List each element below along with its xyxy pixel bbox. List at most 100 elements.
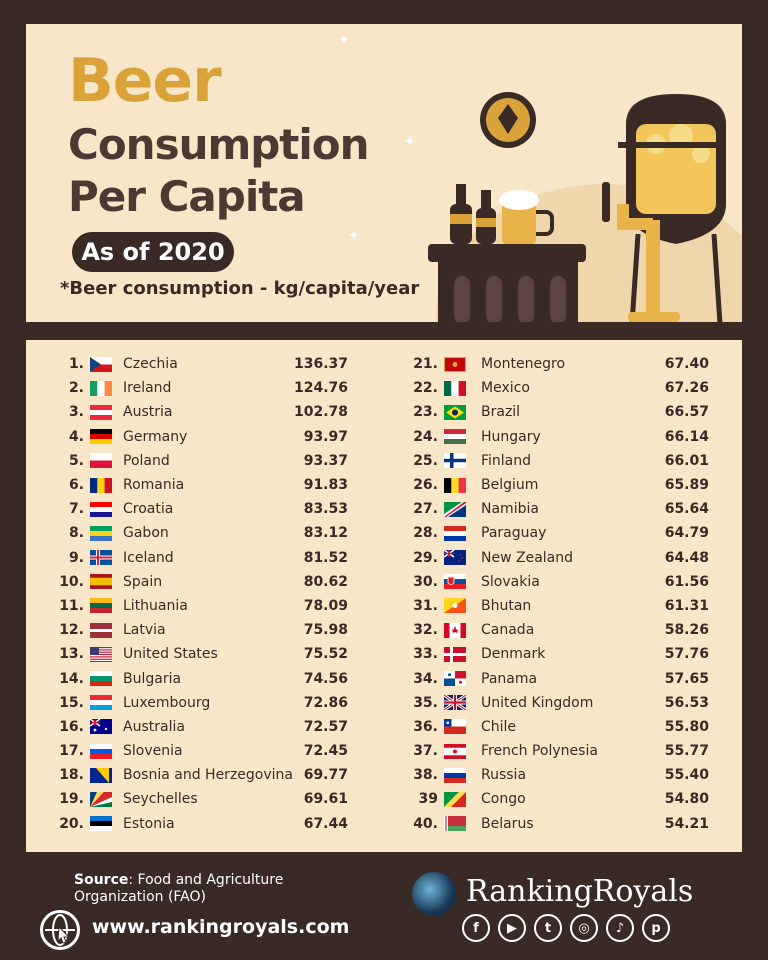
rank-number: 28. (413, 525, 438, 542)
iceland-flag-icon (90, 550, 112, 566)
consumption-value: 56.53 (664, 694, 709, 711)
ranking-row: 5. Poland 93.37 (26, 449, 384, 473)
consumption-value: 80.62 (303, 573, 348, 590)
website-link[interactable]: www.rankingroyals.com (92, 916, 350, 938)
ranking-row: 1. Czechia 136.37 (26, 352, 384, 376)
ranking-row: 21. Montenegro 67.40 (384, 352, 742, 376)
canada-flag-icon (444, 622, 466, 638)
country-name: Chile (481, 718, 517, 735)
paraguay-flag-icon (444, 525, 466, 541)
country-name: Panama (481, 670, 538, 687)
brazil-flag-icon (444, 404, 466, 420)
ranking-row: 37. French Polynesia 55.77 (384, 739, 742, 763)
ranking-row: 23. Brazil 66.57 (384, 400, 742, 424)
rank-number: 38. (413, 767, 438, 784)
ranking-row: 7. Croatia 83.53 (26, 497, 384, 521)
lithuania-flag-icon (90, 598, 112, 614)
romania-flag-icon (90, 477, 112, 493)
pinterest-icon[interactable]: p (642, 914, 670, 942)
rank-number: 31. (413, 597, 438, 614)
country-name: United States (123, 646, 218, 663)
ranking-row: 18. Bosnia and Herzegovina 69.77 (26, 763, 384, 787)
rank-number: 27. (413, 501, 438, 518)
rank-number: 17. (59, 743, 84, 760)
consumption-value: 75.52 (303, 646, 348, 663)
rank-number: 30. (413, 573, 438, 590)
germany-flag-icon (90, 429, 112, 445)
country-name: Paraguay (481, 525, 547, 542)
rank-number: 14. (59, 670, 84, 687)
facebook-icon[interactable]: f (462, 914, 490, 942)
rank-number: 13. (59, 646, 84, 663)
croatia-flag-icon (90, 501, 112, 517)
rank-number: 9. (68, 549, 84, 566)
country-name: Hungary (481, 428, 541, 445)
russia-flag-icon (444, 767, 466, 783)
country-name: Seychelles (123, 791, 198, 808)
tiktok-icon[interactable]: ♪ (606, 914, 634, 942)
consumption-value: 83.53 (303, 501, 348, 518)
ranking-row: 30. Slovakia 61.56 (384, 570, 742, 594)
latvia-flag-icon (90, 622, 112, 638)
rank-number: 36. (413, 718, 438, 735)
consumption-value: 66.57 (664, 404, 709, 421)
rank-number: 21. (413, 356, 438, 373)
country-name: Congo (481, 791, 526, 808)
country-name: Poland (123, 452, 170, 469)
rank-number: 10. (59, 573, 84, 590)
brand-name: RankingRoyals (466, 874, 694, 909)
country-name: Finland (481, 452, 532, 469)
consumption-value: 55.40 (664, 767, 709, 784)
newzealand-flag-icon (444, 550, 466, 566)
rank-number: 19. (59, 791, 84, 808)
country-name: Slovenia (123, 743, 183, 760)
ranking-row: 10. Spain 80.62 (26, 570, 384, 594)
country-name: Montenegro (481, 356, 566, 373)
ranking-row: 36. Chile 55.80 (384, 715, 742, 739)
ranking-row: 19. Seychelles 69.61 (26, 787, 384, 811)
country-name: Estonia (123, 815, 175, 832)
country-name: Lithuania (123, 597, 188, 614)
country-name: Namibia (481, 501, 539, 518)
consumption-value: 72.45 (303, 743, 348, 760)
ranking-row: 24. Hungary 66.14 (384, 425, 742, 449)
country-name: Iceland (123, 549, 174, 566)
rank-number: 6. (68, 477, 84, 494)
chile-flag-icon (444, 719, 466, 735)
finland-flag-icon (444, 453, 466, 469)
consumption-value: 78.09 (303, 597, 348, 614)
ranking-row: 28. Paraguay 64.79 (384, 521, 742, 545)
country-name: Belarus (481, 815, 534, 832)
consumption-value: 55.80 (664, 718, 709, 735)
twitter-icon[interactable]: t (534, 914, 562, 942)
ranking-row: 26. Belgium 65.89 (384, 473, 742, 497)
estonia-flag-icon (90, 816, 112, 832)
consumption-value: 91.83 (303, 477, 348, 494)
rankings-column-right: 21. Montenegro 67.40 22. Mexico 67.26 23. Brazi… (384, 352, 742, 836)
usa-flag-icon (90, 646, 112, 662)
poland-flag-icon (90, 453, 112, 469)
country-name: Croatia (123, 501, 174, 518)
country-name: Australia (123, 718, 185, 735)
rank-number: 33. (413, 646, 438, 663)
bhutan-flag-icon (444, 598, 466, 614)
ranking-row: 12. Latvia 75.98 (26, 618, 384, 642)
social-links: f ▶ t ◎ ♪ p (462, 914, 670, 942)
rank-number: 35. (413, 694, 438, 711)
youtube-icon[interactable]: ▶ (498, 914, 526, 942)
rank-number: 1. (68, 356, 84, 373)
ireland-flag-icon (90, 380, 112, 396)
consumption-value: 93.97 (303, 428, 348, 445)
ranking-row: 32. Canada 58.26 (384, 618, 742, 642)
consumption-value: 61.56 (664, 573, 709, 590)
instagram-icon[interactable]: ◎ (570, 914, 598, 942)
country-name: Brazil (481, 404, 521, 421)
frenchpolynesia-flag-icon (444, 743, 466, 759)
consumption-value: 65.64 (664, 501, 709, 518)
slovenia-flag-icon (90, 743, 112, 759)
consumption-value: 58.26 (664, 622, 709, 639)
rank-number: 32. (413, 622, 438, 639)
mexico-flag-icon (444, 380, 466, 396)
consumption-value: 81.52 (303, 549, 348, 566)
sparkle-icon: ✦ (348, 228, 360, 244)
